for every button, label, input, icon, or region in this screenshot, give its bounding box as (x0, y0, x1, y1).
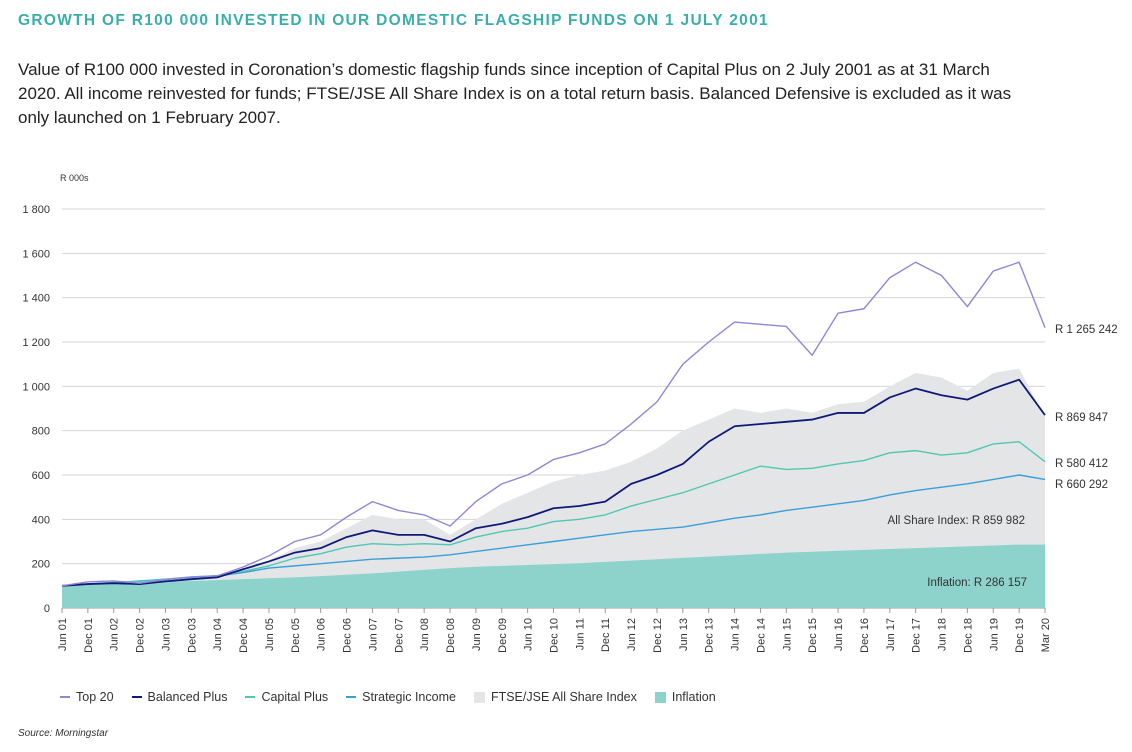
y-tick-label: 600 (32, 470, 50, 482)
x-tick-label: Jun 19 (988, 618, 1000, 651)
y-tick-label: 800 (32, 426, 50, 438)
x-tick-label: Dec 04 (238, 618, 250, 653)
x-tick-label: Dec 02 (135, 618, 147, 653)
x-tick-label: Jun 17 (885, 618, 897, 651)
x-tick-label: Dec 11 (600, 618, 612, 652)
end-label-capital-plus: R 580 412 (1055, 458, 1108, 470)
legend-swatch-top20 (60, 696, 70, 698)
area-inflation (62, 544, 1045, 608)
y-tick-label: 0 (44, 603, 50, 615)
end-label-balanced-plus: R 869 847 (1055, 412, 1108, 424)
x-tick-label: Dec 08 (445, 618, 457, 653)
grid-lines (62, 208, 1045, 609)
inflation-annotation: Inflation: R 286 157 (927, 577, 1027, 589)
x-tick-label: Jun 08 (419, 618, 431, 651)
y-axis-unit-label: R 000s (60, 173, 89, 183)
x-tick-label: Jun 12 (626, 618, 638, 651)
x-tick-label: Jun 01 (57, 618, 69, 651)
x-tick-label: Dec 03 (186, 618, 198, 653)
end-label-top20: R 1 265 242 (1055, 324, 1118, 336)
legend-item-balanced-plus: Balanced Plus (131, 690, 228, 704)
legend-swatch-strategic-income (346, 696, 357, 698)
x-tick-label: Jun 11 (574, 618, 586, 650)
x-tick-label: Dec 01 (83, 618, 95, 653)
legend-item-all-share: FTSE/JSE All Share Index (473, 690, 637, 704)
legend-label-all-share: FTSE/JSE All Share Index (490, 690, 637, 704)
legend-item-strategic-income: Strategic Income (346, 690, 456, 704)
legend-label-inflation: Inflation (671, 690, 716, 704)
legend-swatch-balanced-plus (131, 696, 142, 698)
x-tick-label: Jun 16 (833, 618, 845, 651)
chart-legend: Top 20 Balanced Plus Capital Plus Strate… (60, 690, 716, 704)
x-tick-label: Dec 19 (1014, 618, 1026, 653)
y-tick-label: 1 200 (22, 337, 50, 349)
line-top-20 (61, 261, 1046, 587)
x-tick-label: Jun 05 (264, 618, 276, 651)
y-tick-label: 200 (32, 559, 50, 571)
legend-label-balanced-plus: Balanced Plus (147, 690, 228, 704)
x-tick-label: Dec 12 (652, 618, 664, 653)
x-tick-label: Dec 05 (290, 618, 302, 653)
chart-subtitle: Value of R100 000 invested in Coronation… (18, 60, 1012, 127)
line-series (61, 261, 1046, 587)
y-tick-label: 1 000 (22, 381, 50, 393)
x-tick-label: Dec 09 (497, 618, 509, 653)
x-tick-label: Dec 06 (342, 618, 354, 653)
area-series (62, 368, 1045, 608)
legend-label-top20: Top 20 (76, 690, 114, 704)
x-tick-label: Dec 17 (911, 618, 923, 653)
legend-swatch-all-share (473, 691, 485, 703)
x-tick-label: Jun 03 (160, 618, 172, 651)
chart-title: GROWTH OF R100 000 INVESTED IN OUR DOMES… (18, 12, 769, 29)
x-tick-label: Jun 15 (781, 618, 793, 651)
x-tick-label: Jun 09 (471, 618, 483, 651)
x-tick-label: Dec 14 (755, 618, 767, 653)
x-tick-label: Dec 10 (549, 618, 561, 653)
x-tick-label: Jun 13 (678, 618, 690, 651)
x-tick-label: Mar 20 (1040, 618, 1052, 652)
all-share-annotation: All Share Index: R 859 982 (888, 515, 1025, 527)
legend-label-strategic-income: Strategic Income (362, 690, 456, 704)
x-tick-label: Jun 02 (109, 618, 121, 651)
x-axis: Jun 01 Dec 01 Jun 02 Dec 02 Jun 03 Dec 03 Jun … (57, 608, 1052, 653)
x-tick-label: Jun 07 (367, 618, 379, 651)
y-tick-label: 1 600 (22, 248, 50, 260)
legend-label-capital-plus: Capital Plus (261, 690, 329, 704)
y-tick-label: 400 (32, 514, 50, 526)
x-tick-label: Jun 10 (523, 618, 535, 651)
y-axis: 0 200 400 600 800 1 000 1 200 1 400 1 600 1 800 (22, 204, 50, 615)
x-tick-label: Jun 18 (937, 618, 949, 651)
x-tick-label: Dec 13 (704, 618, 716, 653)
end-label-strategic-income: R 660 292 (1055, 479, 1108, 491)
source-note: Source: Morningstar (18, 728, 109, 739)
legend-item-top20: Top 20 (60, 690, 114, 704)
x-tick-label: Dec 18 (962, 618, 974, 653)
x-tick-label: Dec 16 (859, 618, 871, 653)
legend-item-capital-plus: Capital Plus (245, 690, 328, 704)
line-balanced-plus (61, 378, 1046, 587)
legend-swatch-inflation (654, 691, 666, 703)
x-tick-label: Jun 14 (730, 618, 742, 651)
y-tick-label: 1 400 (22, 293, 50, 305)
y-tick-label: 1 800 (22, 204, 50, 216)
x-tick-label: Jun 04 (212, 618, 224, 651)
x-tick-label: Jun 06 (316, 618, 328, 651)
legend-swatch-capital-plus (245, 696, 256, 698)
legend-item-inflation: Inflation (654, 690, 716, 704)
x-tick-label: Dec 07 (393, 618, 405, 653)
x-tick-label: Dec 15 (807, 618, 819, 653)
area-ftse-jse-all-share-index (62, 368, 1045, 608)
